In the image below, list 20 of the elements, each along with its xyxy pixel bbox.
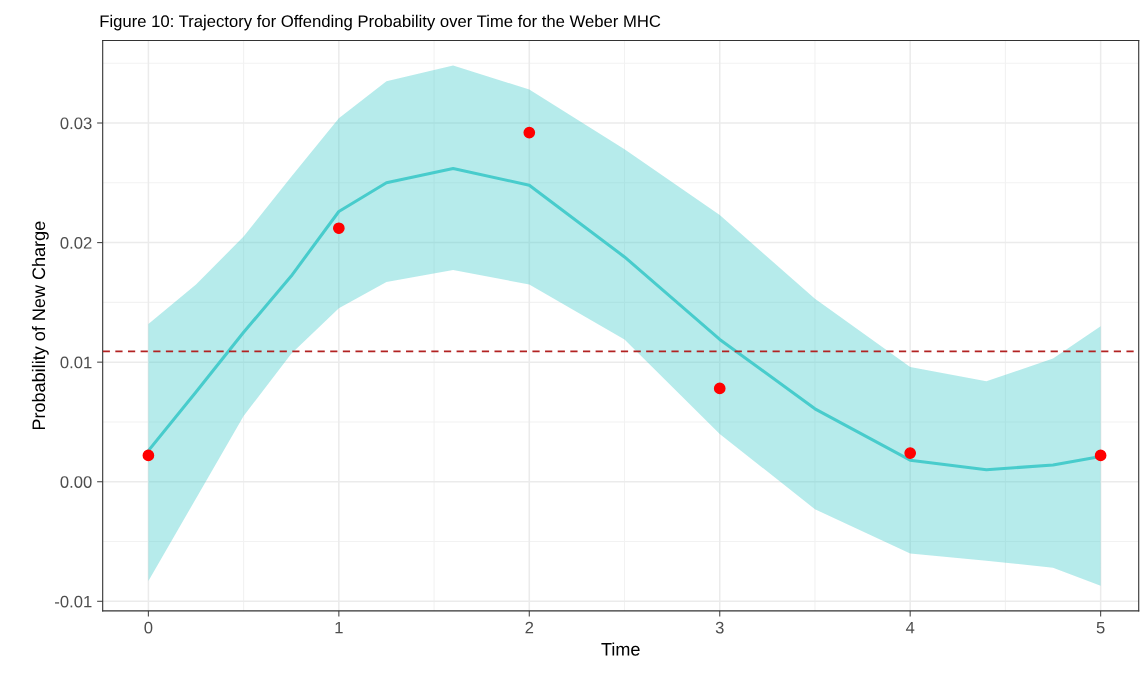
- point: [523, 126, 536, 139]
- x-tick-label: 2: [525, 621, 534, 634]
- y-tick-label: 0.00: [60, 476, 92, 488]
- x-axis-title: Time: [601, 642, 640, 656]
- point: [1094, 449, 1107, 462]
- y-axis-title: Probability of New Charge: [31, 221, 49, 430]
- x-tick-label: 0: [144, 621, 153, 634]
- point: [332, 222, 345, 235]
- y-tick-label: 0.01: [60, 356, 92, 369]
- point: [142, 449, 155, 462]
- y-tick-label: 0.02: [60, 236, 92, 249]
- point: [904, 447, 917, 459]
- x-tick-label: 5: [1096, 621, 1105, 634]
- point: [713, 382, 726, 395]
- chart-title: Figure 10: Trajectory for Offending Probability over Time for the Weber MHC: [100, 14, 661, 31]
- x-tick-label: 4: [905, 621, 915, 634]
- x-tick-label: 3: [715, 621, 724, 634]
- y-tick-label: -0.01: [55, 595, 92, 608]
- y-tick-label: 0.03: [60, 117, 92, 130]
- x-tick-label: 1: [335, 621, 343, 634]
